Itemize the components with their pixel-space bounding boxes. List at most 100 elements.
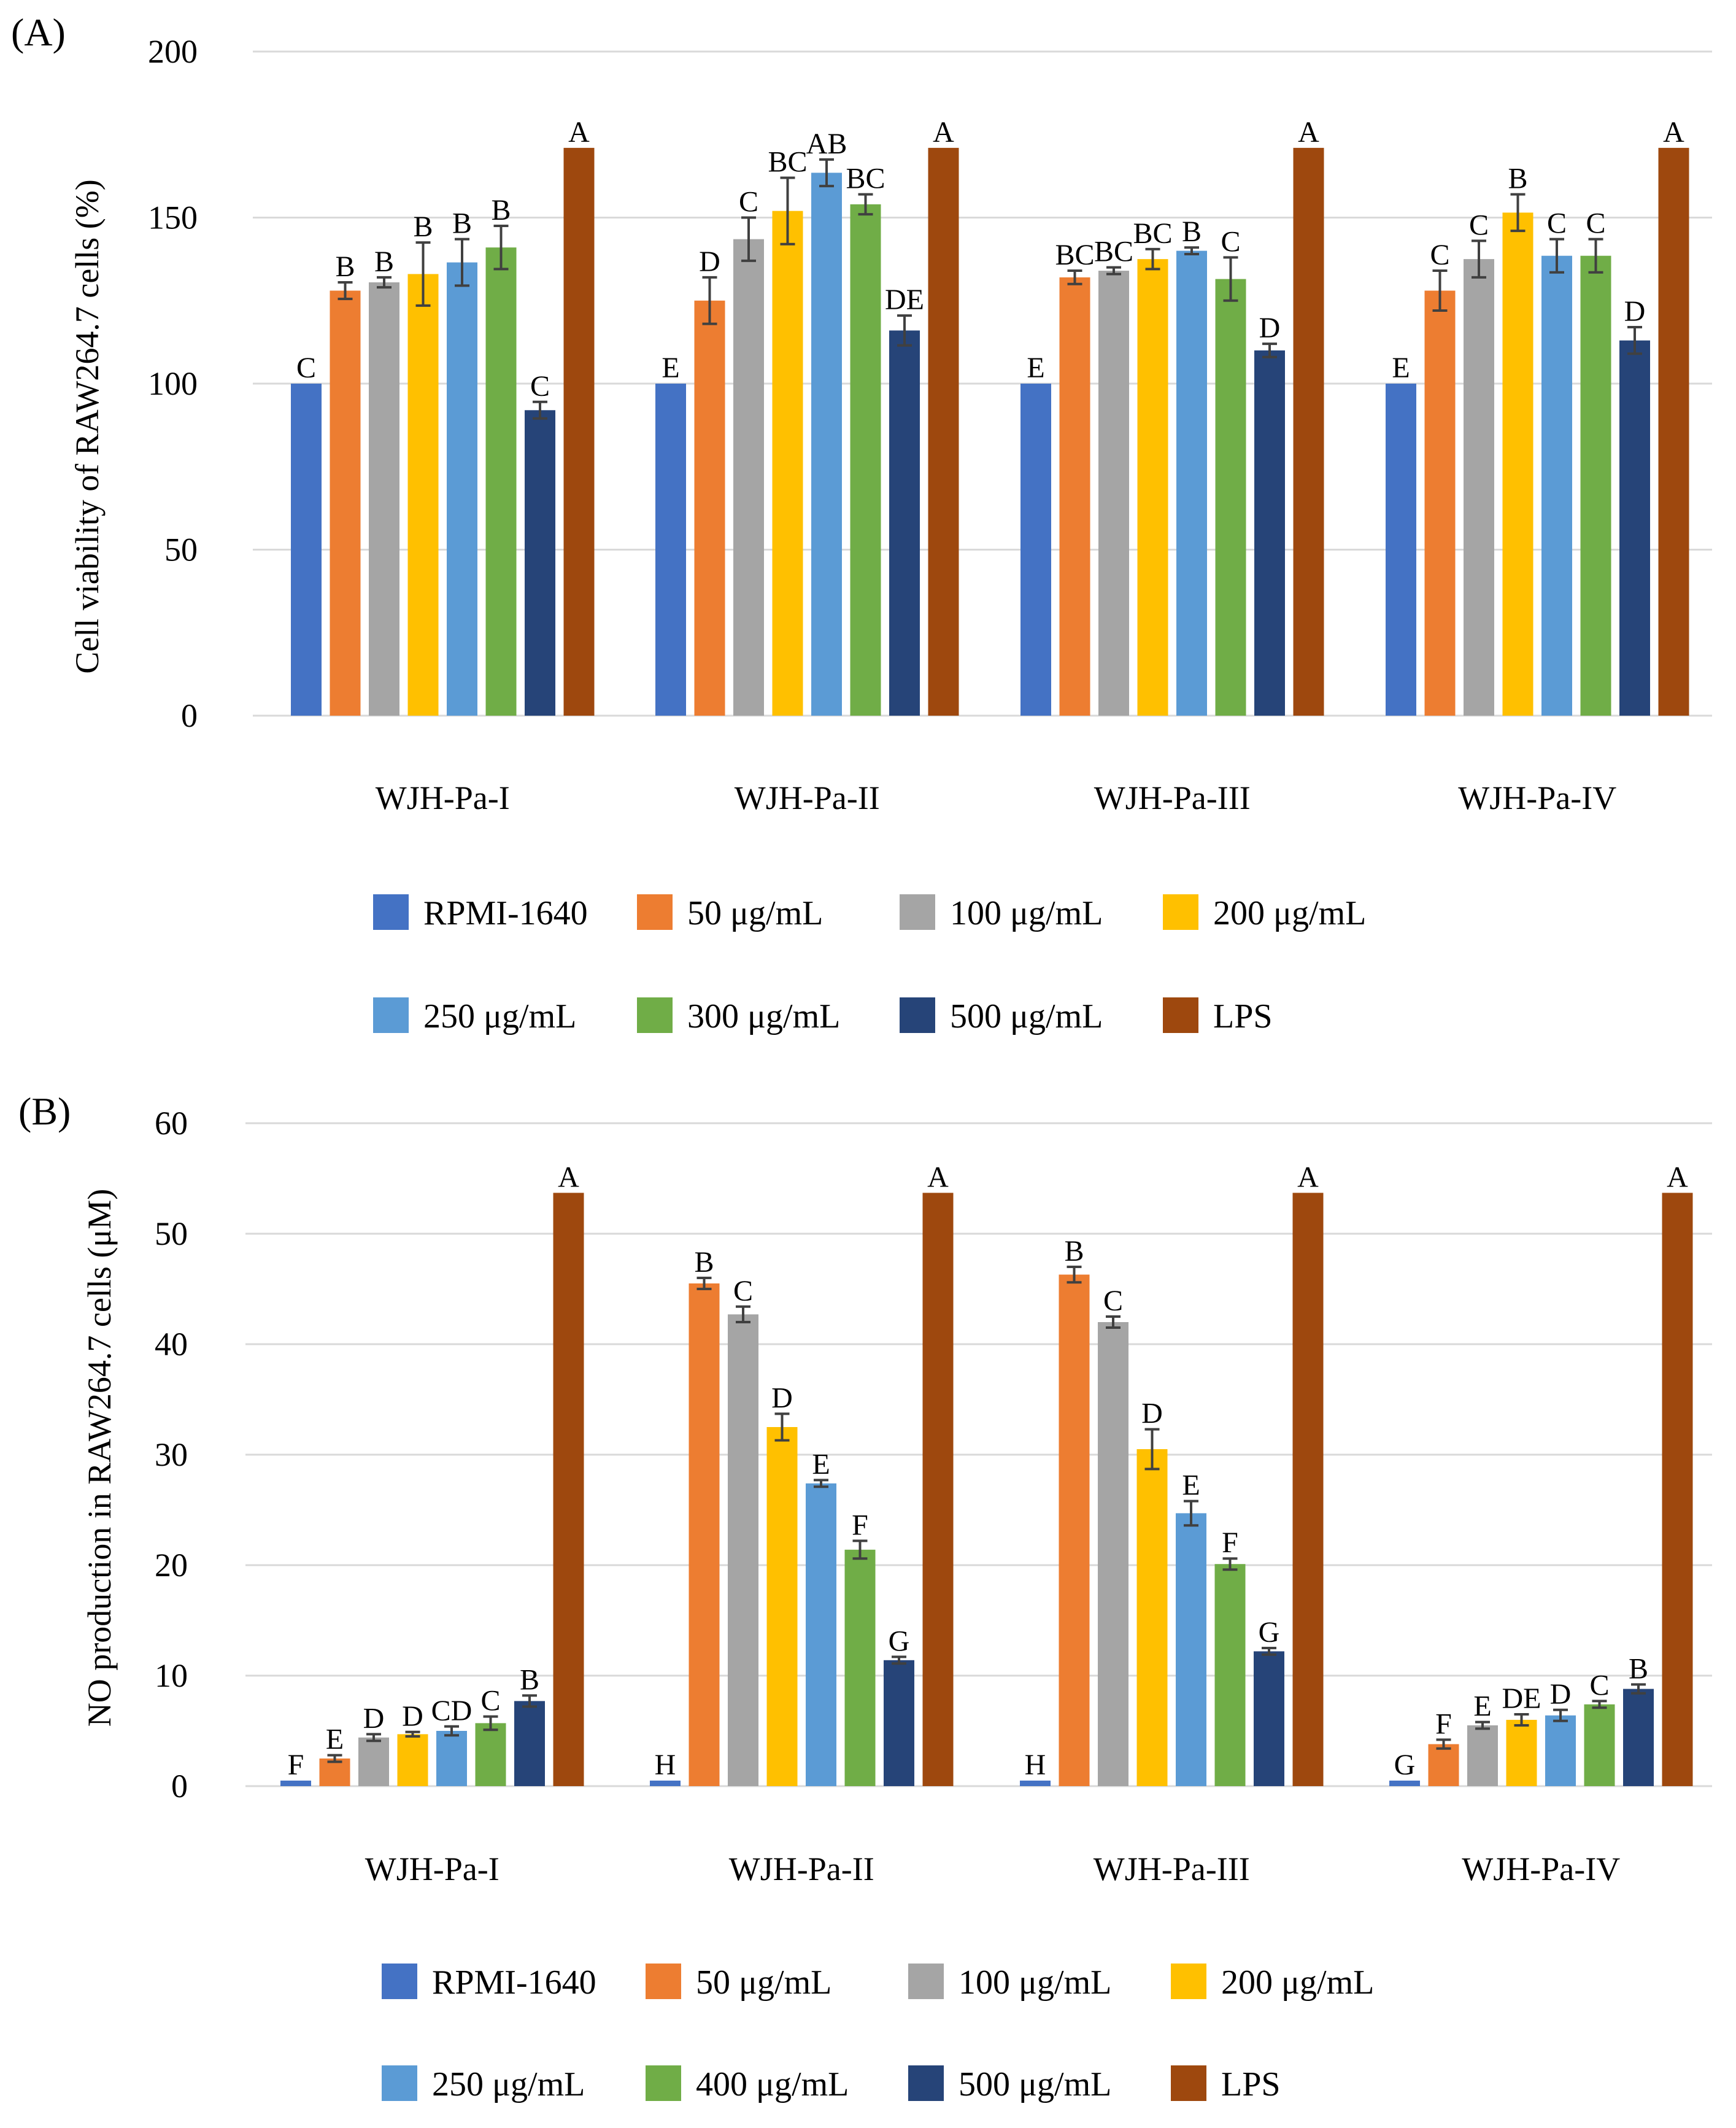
bar — [1136, 1449, 1168, 1786]
legend-swatch — [646, 2065, 681, 2101]
significance-letter: E — [326, 1724, 344, 1756]
bar — [1098, 271, 1129, 716]
bar — [766, 1427, 798, 1786]
bar — [280, 1781, 311, 1786]
legend-item: RPMI-1640 — [382, 1964, 596, 2002]
significance-letter: D — [402, 1700, 423, 1733]
significance-letter: B — [694, 1246, 714, 1279]
bar — [1020, 1781, 1051, 1786]
y-tick-label: 30 — [155, 1436, 188, 1473]
bar — [407, 274, 439, 716]
bar — [806, 1483, 836, 1786]
y-tick-label: 0 — [181, 697, 198, 734]
y-tick-label: 40 — [155, 1326, 188, 1363]
significance-letter: B — [491, 194, 511, 226]
bar — [1059, 277, 1090, 716]
chart-panel-b: (B) NO production in RAW264.7 cells (μM)… — [18, 1089, 1712, 2103]
legend-label: 100 μg/mL — [950, 894, 1103, 932]
chart-panel-a: (A) Cell viability of RAW264.7 cells (%)… — [11, 10, 1712, 1035]
bar — [650, 1781, 681, 1786]
bar — [514, 1701, 545, 1786]
bar — [1541, 255, 1572, 716]
legend-swatch — [908, 2065, 944, 2101]
significance-letter: CD — [431, 1695, 473, 1727]
significance-letter: A — [927, 1161, 949, 1193]
y-tick-label: 200 — [148, 33, 198, 70]
significance-letter: F — [1222, 1526, 1238, 1559]
legend-label: 500 μg/mL — [950, 997, 1103, 1035]
bar — [689, 1283, 720, 1786]
bar — [1424, 290, 1456, 716]
significance-letter: D — [1141, 1398, 1163, 1430]
legend-label: 500 μg/mL — [959, 2065, 1111, 2103]
bar — [728, 1314, 758, 1786]
legend-swatch — [908, 1964, 944, 1999]
bar — [525, 410, 555, 716]
bar — [1584, 1704, 1615, 1786]
bar — [1464, 259, 1494, 716]
legend-swatch — [373, 894, 409, 930]
legend-swatch — [900, 997, 935, 1033]
significance-letter: B — [452, 207, 472, 240]
panel-b-y-ticks: 0 10 20 30 40 50 60 — [155, 1105, 188, 1805]
bar — [397, 1734, 428, 1786]
significance-letter: C — [1103, 1285, 1123, 1317]
significance-letter: BC — [768, 146, 807, 179]
panel-b-legend: RPMI-1640 50 μg/mL 100 μg/mL 200 μg/mL 250 μ… — [382, 1964, 1374, 2103]
legend-item: 250 μg/mL — [373, 997, 576, 1035]
y-tick-label: 150 — [148, 199, 198, 236]
significance-letter: E — [1182, 1469, 1200, 1502]
y-tick-label: 50 — [155, 1215, 188, 1252]
legend-swatch — [1163, 997, 1198, 1033]
legend-label: 100 μg/mL — [959, 1964, 1111, 2002]
significance-letter: A — [1297, 1161, 1319, 1193]
legend-label: 50 μg/mL — [687, 894, 823, 932]
x-category-label: WJH-Pa-II — [729, 1851, 874, 1887]
significance-letter: H — [655, 1749, 676, 1781]
legend-label: LPS — [1213, 997, 1273, 1035]
significance-letter: C — [1469, 209, 1489, 241]
significance-letter: C — [1586, 207, 1605, 240]
bar — [1215, 279, 1246, 716]
bar — [655, 384, 686, 716]
legend-swatch — [373, 997, 409, 1033]
legend-label: 300 μg/mL — [687, 997, 840, 1035]
significance-letter: B — [1064, 1235, 1084, 1267]
bar — [1502, 212, 1533, 716]
x-category-label: WJH-Pa-IV — [1462, 1851, 1620, 1887]
bar — [1619, 340, 1650, 716]
legend-item: 100 μg/mL — [908, 1964, 1111, 2002]
panel-a-label: (A) — [11, 10, 66, 54]
bar — [844, 1549, 876, 1786]
legend-swatch — [1163, 894, 1198, 930]
significance-letter: A — [568, 116, 590, 149]
bar — [889, 330, 920, 716]
bar — [1658, 147, 1689, 716]
panel-a-y-axis-label: Cell viability of RAW264.7 cells (%) — [69, 179, 106, 674]
legend-item: LPS — [1163, 997, 1273, 1035]
significance-letter: C — [480, 1685, 500, 1717]
significance-letter: F — [288, 1749, 304, 1781]
significance-letter: C — [1430, 239, 1449, 271]
legend-swatch — [646, 1964, 681, 1999]
significance-letter: G — [1394, 1749, 1416, 1781]
bar — [733, 239, 764, 716]
legend-label: 200 μg/mL — [1213, 894, 1366, 932]
significance-letter: C — [1547, 207, 1567, 240]
significance-letter: E — [1027, 352, 1044, 384]
significance-letter: C — [739, 186, 758, 219]
bar — [1389, 1781, 1420, 1786]
legend-swatch — [1171, 2065, 1206, 2101]
bar — [447, 262, 477, 716]
legend-label: RPMI-1640 — [423, 894, 588, 932]
legend-item: 200 μg/mL — [1171, 1964, 1374, 2002]
bar — [1214, 1564, 1246, 1786]
significance-letter: D — [1550, 1678, 1572, 1711]
significance-letter: A — [1663, 116, 1684, 149]
bar — [1293, 147, 1324, 716]
significance-letter: G — [889, 1625, 910, 1657]
bar — [369, 282, 399, 716]
significance-letter: D — [771, 1382, 793, 1414]
significance-letter: D — [1259, 312, 1281, 344]
